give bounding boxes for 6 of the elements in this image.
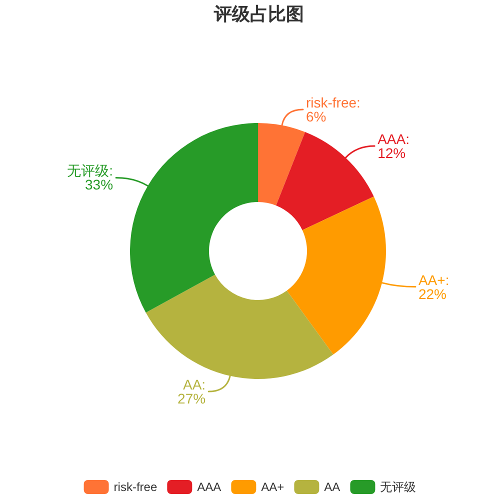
legend-label: AA+ bbox=[261, 480, 284, 494]
legend-label: AAA bbox=[197, 480, 222, 494]
legend-label: risk-free bbox=[114, 480, 158, 494]
title: 评级占比图 bbox=[214, 4, 304, 24]
legend-label: AA bbox=[324, 480, 340, 494]
legend-label: 无评级 bbox=[380, 480, 416, 494]
